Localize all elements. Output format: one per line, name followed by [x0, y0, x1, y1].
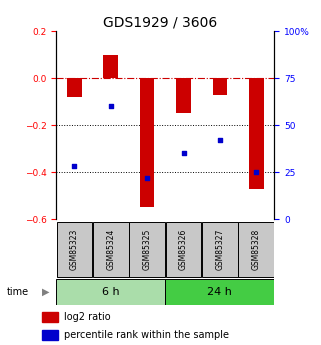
- Text: GSM85327: GSM85327: [215, 229, 224, 270]
- Bar: [56, 279, 165, 305]
- Bar: [103, 55, 118, 78]
- Text: percentile rank within the sample: percentile rank within the sample: [64, 330, 229, 340]
- Bar: [129, 222, 165, 277]
- Bar: [140, 78, 154, 207]
- Text: GSM85326: GSM85326: [179, 229, 188, 270]
- Point: [181, 150, 186, 156]
- Text: GSM85328: GSM85328: [252, 229, 261, 270]
- Bar: [166, 222, 201, 277]
- Text: GSM85323: GSM85323: [70, 229, 79, 270]
- Bar: [176, 78, 191, 113]
- Text: log2 ratio: log2 ratio: [64, 312, 111, 322]
- Bar: [56, 222, 92, 277]
- Bar: [93, 222, 129, 277]
- Bar: [42, 330, 58, 341]
- Text: 24 h: 24 h: [207, 287, 232, 297]
- Bar: [165, 279, 274, 305]
- Text: ▶: ▶: [42, 287, 50, 297]
- Bar: [213, 78, 227, 95]
- Point: [254, 169, 259, 175]
- Bar: [67, 78, 82, 97]
- Text: GSM85324: GSM85324: [106, 229, 115, 270]
- Text: GDS1929 / 3606: GDS1929 / 3606: [103, 16, 218, 30]
- Point: [144, 175, 150, 180]
- Bar: [239, 222, 274, 277]
- Text: GSM85325: GSM85325: [143, 229, 152, 270]
- Bar: [202, 222, 238, 277]
- Bar: [249, 78, 264, 188]
- Text: time: time: [6, 287, 29, 297]
- Text: 6 h: 6 h: [102, 287, 119, 297]
- Point: [108, 104, 113, 109]
- Bar: [42, 312, 58, 322]
- Point: [217, 137, 222, 143]
- Point: [72, 164, 77, 169]
